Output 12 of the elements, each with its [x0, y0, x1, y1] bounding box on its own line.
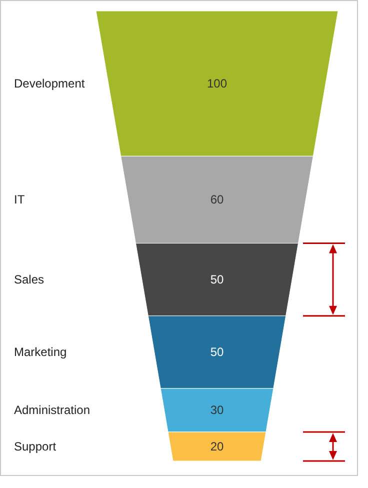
category-label: Support [14, 439, 57, 454]
data-label: 50 [210, 272, 224, 287]
data-label: 30 [210, 403, 224, 418]
data-label: 60 [210, 192, 224, 207]
category-label: Sales [14, 272, 44, 287]
category-label: Development [14, 76, 86, 91]
data-label: 50 [210, 345, 224, 360]
data-label: 100 [206, 76, 228, 91]
category-label: Administration [14, 403, 90, 418]
category-label: Marketing [14, 345, 67, 360]
category-label: IT [14, 192, 26, 207]
data-label: 20 [210, 439, 224, 454]
